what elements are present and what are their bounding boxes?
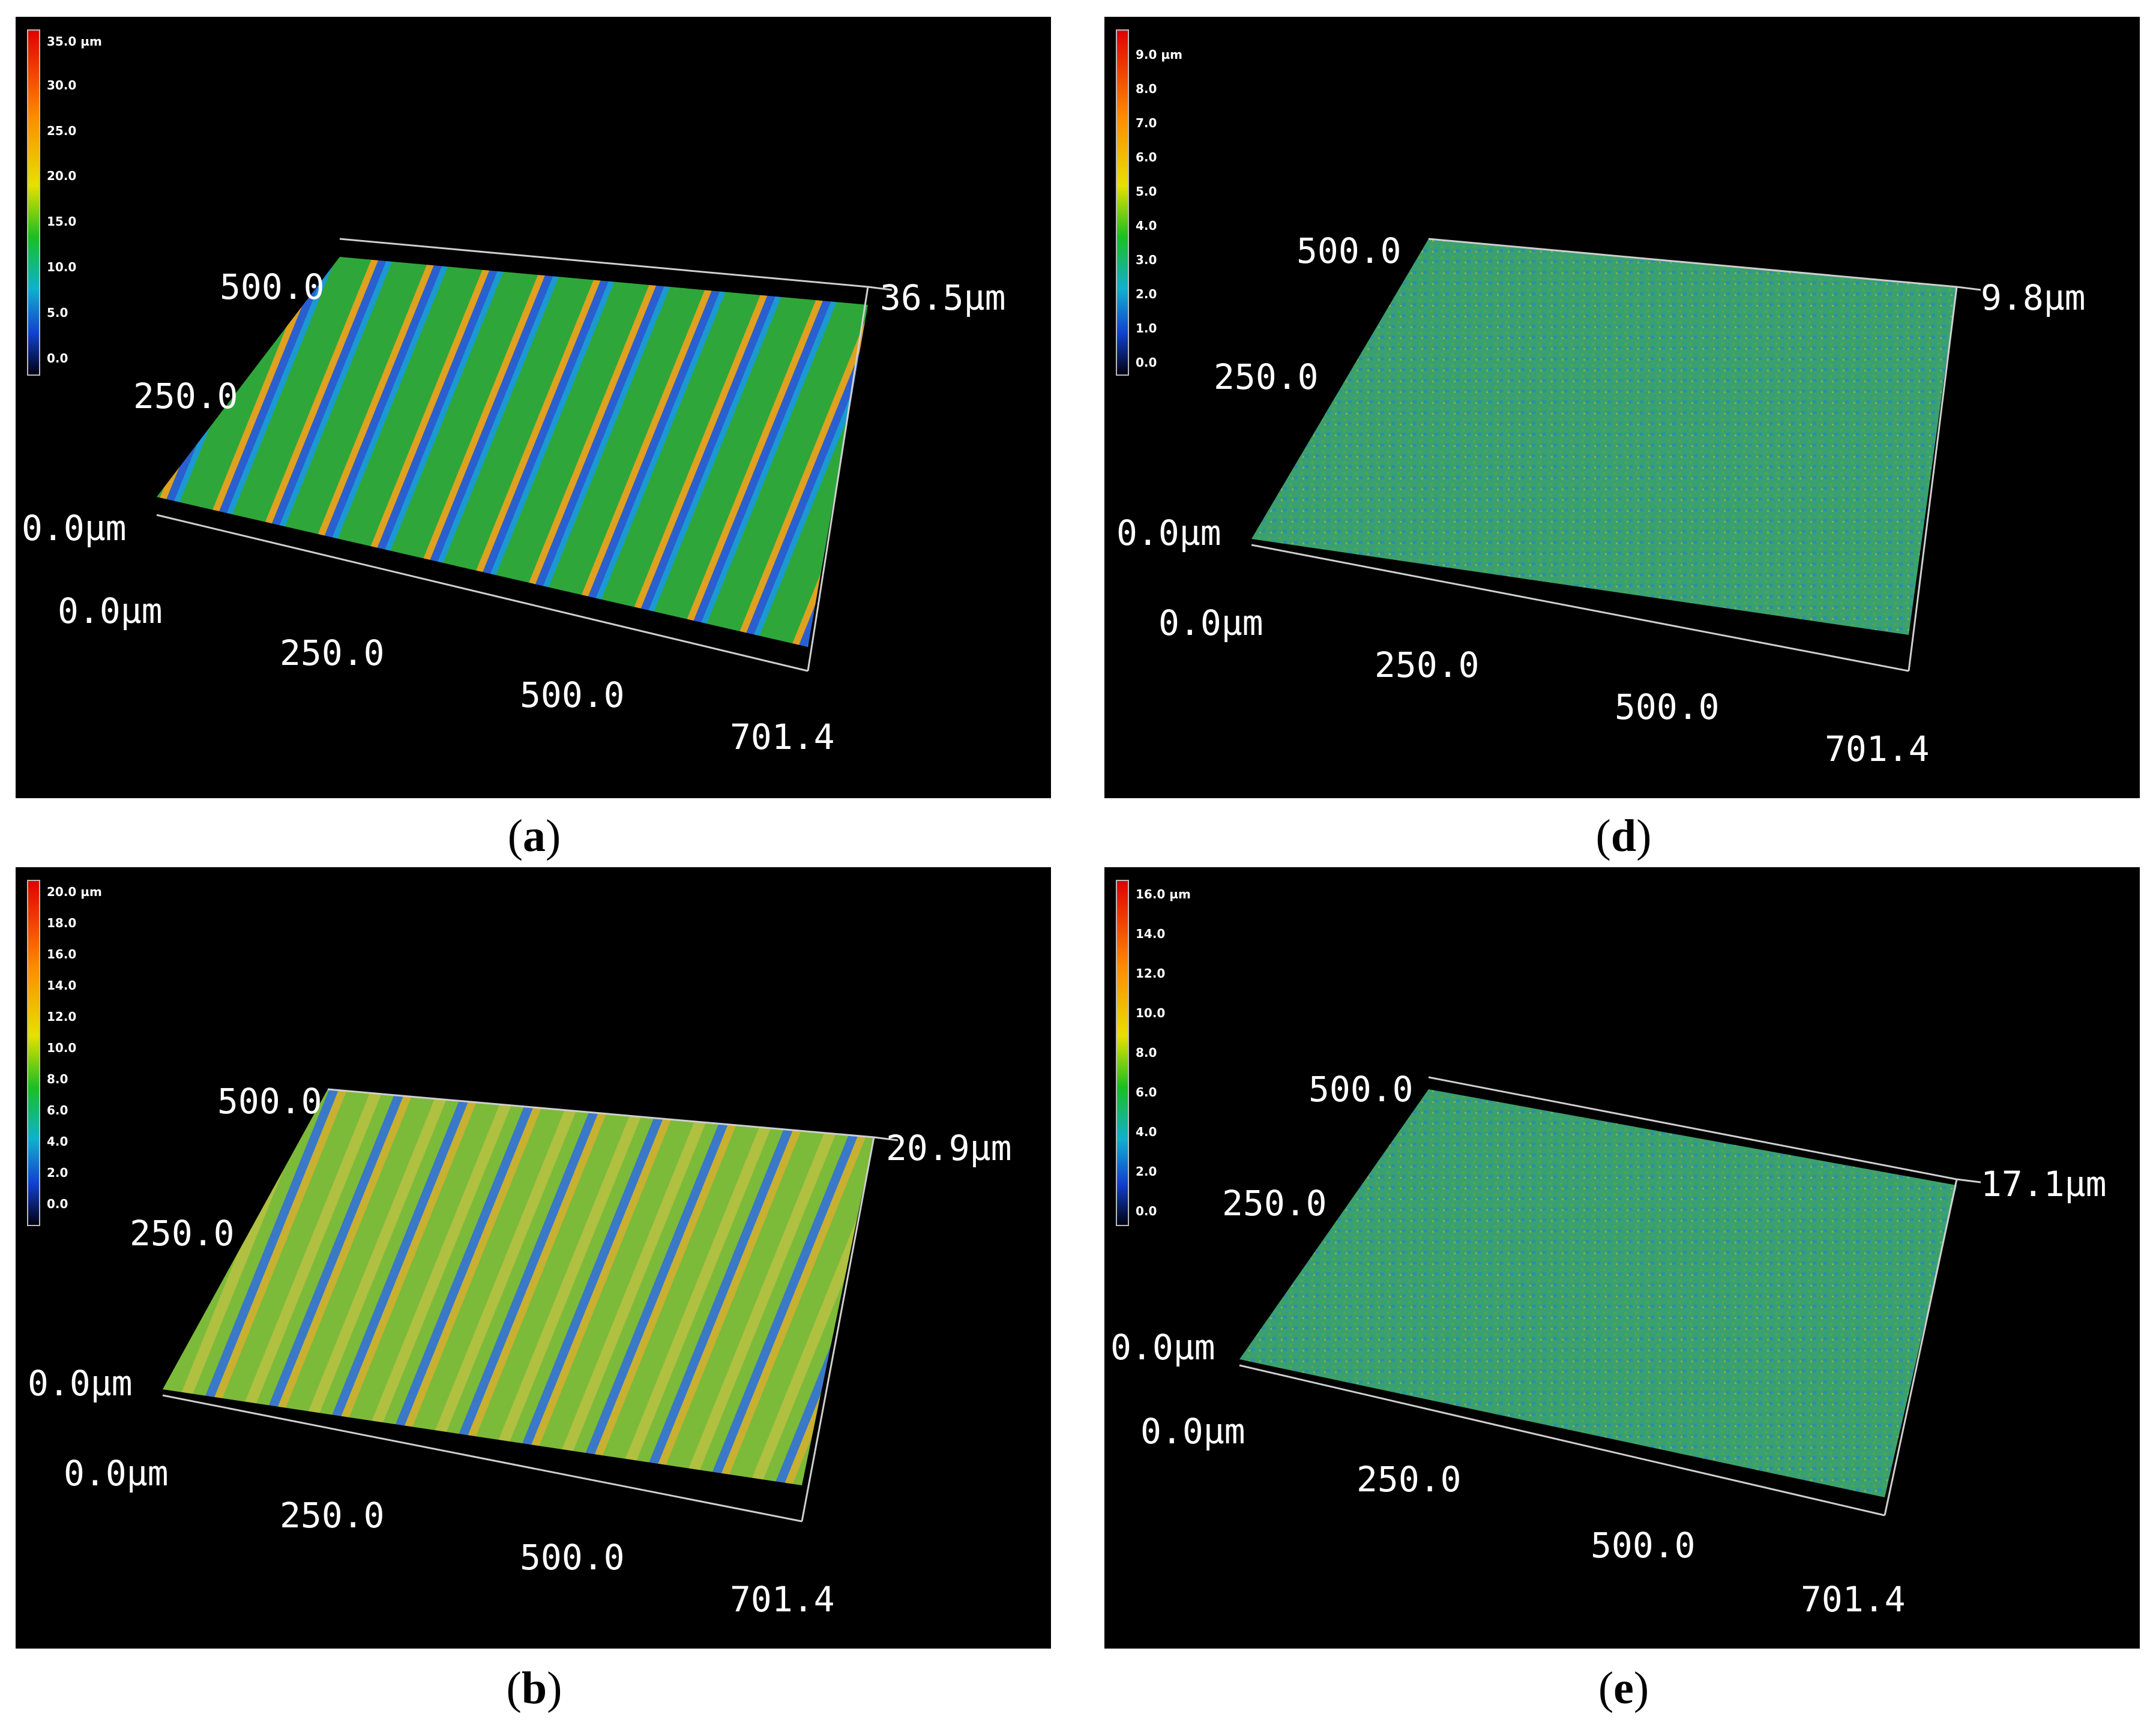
colorbar-label: 12.0 xyxy=(47,1009,76,1024)
x-axis-label: 250.0 xyxy=(280,633,385,673)
colorbar-label: 6.0 xyxy=(1136,150,1157,164)
colorbar xyxy=(27,29,40,376)
y-axis-label: 250.0 xyxy=(1222,1183,1327,1224)
y-axis-label: 0.0µm xyxy=(28,1363,133,1404)
colorbar xyxy=(1116,880,1129,1226)
surface-plot-d: 9.0 µm 8.0 7.0 6.0 5.0 4.0 3.0 2.0 1.0 0… xyxy=(1116,29,2086,769)
y-axis-label: 500.0 xyxy=(220,266,325,307)
colorbar-label: 8.0 xyxy=(47,1072,68,1086)
colorbar-label: 12.0 xyxy=(1136,966,1165,981)
colorbar-label: 5.0 xyxy=(47,305,68,320)
y-axis-label: 0.0µm xyxy=(22,508,127,549)
colorbar-label: 10.0 xyxy=(47,260,76,274)
colorbar-label: 2.0 xyxy=(1136,287,1157,301)
y-axis-label: 500.0 xyxy=(1308,1069,1414,1110)
colorbar-label: 6.0 xyxy=(47,1103,68,1117)
caption-b: (b) xyxy=(506,1663,562,1713)
x-axis-label: 701.4 xyxy=(1801,1579,1906,1620)
colorbar-label: 16.0 xyxy=(47,947,76,961)
colorbar-label: 14.0 xyxy=(1136,927,1165,941)
surface-plot-a: 35.0 µm 30.0 25.0 20.0 15.0 10.0 5.0 0.0… xyxy=(22,29,1006,757)
y-axis-label: 500.0 xyxy=(217,1081,322,1122)
colorbar-label: 14.0 xyxy=(47,978,76,993)
colorbar-label: 25.0 xyxy=(47,124,76,138)
surface-mesh xyxy=(157,257,868,647)
colorbar-label: 9.0 µm xyxy=(1136,47,1182,62)
colorbar-label: 2.0 xyxy=(47,1165,68,1180)
surface-plot-b: 20.0 µm 18.0 16.0 14.0 12.0 10.0 8.0 6.0… xyxy=(27,880,1012,1620)
colorbar-label: 8.0 xyxy=(1136,1045,1157,1060)
y-axis-label: 250.0 xyxy=(133,376,238,416)
colorbar-label: 0.0 xyxy=(1136,355,1157,370)
y-axis-label: 500.0 xyxy=(1296,230,1402,271)
z-axis-label: 9.8µm xyxy=(1981,277,2086,318)
x-axis-label: 250.0 xyxy=(1375,645,1480,685)
x-axis-label: 500.0 xyxy=(1615,687,1720,727)
y-axis-label: 0.0µm xyxy=(1116,513,1221,553)
panel-e: 16.0 µm 14.0 12.0 10.0 8.0 6.0 4.0 2.0 0… xyxy=(1104,867,2140,1649)
colorbar-label: 3.0 xyxy=(1136,253,1157,267)
surface-mesh xyxy=(163,1089,874,1485)
colorbar xyxy=(1116,29,1129,376)
colorbar-label: 5.0 xyxy=(1136,184,1157,199)
x-axis-label: 0.0µm xyxy=(1140,1411,1245,1452)
surface-mesh xyxy=(1251,239,1957,635)
x-axis-label: 0.0µm xyxy=(58,591,163,631)
y-axis-label: 250.0 xyxy=(1214,356,1319,397)
panel-d: 9.0 µm 8.0 7.0 6.0 5.0 4.0 3.0 2.0 1.0 0… xyxy=(1104,17,2140,798)
colorbar-label: 4.0 xyxy=(47,1134,68,1149)
surface-mesh xyxy=(1239,1089,1957,1497)
colorbar-label: 16.0 µm xyxy=(1136,887,1191,901)
colorbar-label: 4.0 xyxy=(1136,218,1157,233)
colorbar-label: 35.0 µm xyxy=(47,34,102,49)
x-axis-label: 500.0 xyxy=(1591,1525,1696,1566)
colorbar-label: 0.0 xyxy=(1136,1204,1157,1218)
z-axis-label: 20.9µm xyxy=(886,1128,1012,1168)
colorbar-label: 18.0 xyxy=(47,916,76,930)
z-axis-label: 17.1µm xyxy=(1981,1164,2107,1204)
colorbar-label: 1.0 xyxy=(1136,321,1157,335)
colorbar-label: 15.0 xyxy=(47,214,76,229)
panel-a: 35.0 µm 30.0 25.0 20.0 15.0 10.0 5.0 0.0… xyxy=(16,17,1051,798)
surface-plot-e: 16.0 µm 14.0 12.0 10.0 8.0 6.0 4.0 2.0 0… xyxy=(1110,880,2107,1620)
colorbar-label: 7.0 xyxy=(1136,116,1157,130)
colorbar xyxy=(27,880,40,1226)
y-axis-label: 250.0 xyxy=(130,1213,235,1254)
x-axis-label: 0.0µm xyxy=(64,1453,169,1494)
z-axis-label: 36.5µm xyxy=(880,277,1006,318)
colorbar-label: 6.0 xyxy=(1136,1085,1157,1099)
colorbar-label: 4.0 xyxy=(1136,1125,1157,1139)
y-axis-label: 0.0µm xyxy=(1110,1327,1215,1368)
caption-a: (a) xyxy=(507,811,561,861)
colorbar-label: 8.0 xyxy=(1136,82,1157,96)
colorbar-label: 10.0 xyxy=(1136,1006,1165,1020)
x-axis-label: 0.0µm xyxy=(1158,603,1263,643)
colorbar-label: 0.0 xyxy=(47,351,68,365)
x-axis-label: 701.4 xyxy=(730,717,835,757)
x-axis-label: 701.4 xyxy=(730,1579,835,1620)
x-axis-label: 250.0 xyxy=(280,1495,385,1536)
panel-b: 20.0 µm 18.0 16.0 14.0 12.0 10.0 8.0 6.0… xyxy=(16,867,1051,1649)
colorbar-label: 20.0 xyxy=(47,169,76,183)
caption-e: (e) xyxy=(1598,1663,1649,1713)
colorbar-label: 20.0 µm xyxy=(47,885,102,899)
colorbar-label: 0.0 xyxy=(47,1197,68,1211)
colorbar-label: 10.0 xyxy=(47,1041,76,1055)
colorbar-label: 2.0 xyxy=(1136,1164,1157,1179)
colorbar-label: 30.0 xyxy=(47,78,76,92)
x-axis-label: 250.0 xyxy=(1357,1459,1462,1500)
caption-d: (d) xyxy=(1595,811,1652,861)
x-axis-label: 701.4 xyxy=(1825,729,1930,769)
x-axis-label: 500.0 xyxy=(520,1537,625,1578)
x-axis-label: 500.0 xyxy=(520,675,625,715)
